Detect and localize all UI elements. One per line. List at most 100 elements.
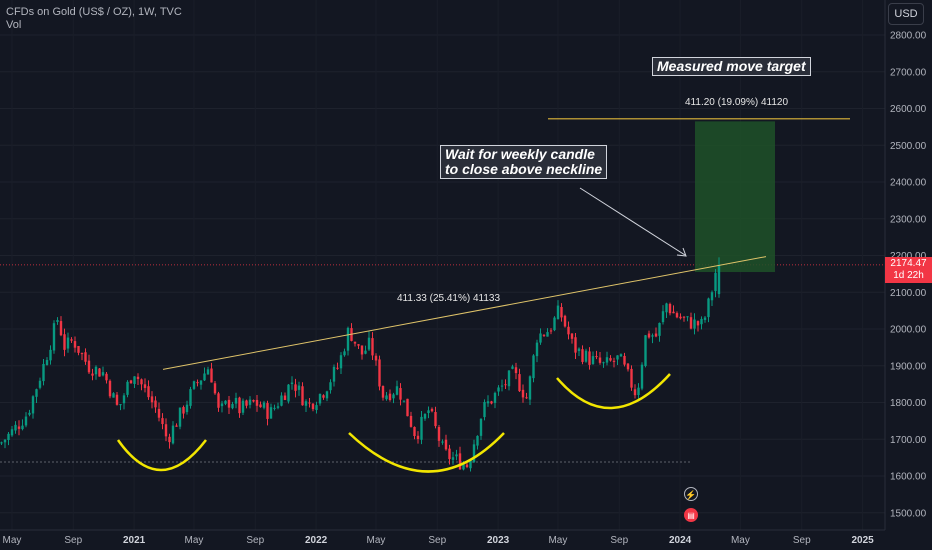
price-tick-label[interactable]: 1900.00 [890,361,927,372]
candle-body [10,429,14,436]
candle-body [619,354,623,357]
neckline-note-line2: to close above neckline [445,161,603,177]
candle-body [483,402,486,418]
time-tick-label[interactable]: 2022 [305,535,328,546]
neckline[interactable] [162,256,767,370]
price-tick-label[interactable]: 2000.00 [890,325,927,336]
candle-body [140,379,143,385]
candle-body [203,373,206,381]
candle-body [189,389,192,406]
symbol-title[interactable]: CFDs on Gold (US$ / OZ), 1W, TVC [6,6,182,18]
candle-body [245,400,248,406]
time-tick-label[interactable]: 2024 [669,535,692,546]
neckline-note[interactable]: Wait for weekly candle to close above ne… [440,145,608,179]
candle-body [462,463,465,470]
candle-body [682,316,686,318]
price-tick-label[interactable]: 2700.00 [890,67,927,78]
time-tick-label[interactable]: May [3,535,22,546]
time-tick-label[interactable]: Sep [64,535,82,546]
candle-body [616,355,619,360]
candle-body [252,400,255,402]
head-arc[interactable] [348,432,505,473]
time-tick-label[interactable]: Sep [246,535,264,546]
support-line [0,264,885,463]
candle-body [112,393,115,398]
left-shoulder-arc[interactable] [116,439,207,472]
volume-label[interactable]: Vol [6,19,22,31]
target-label[interactable]: Measured move target [652,57,811,76]
candle-body [367,337,371,350]
candle-body [360,345,364,355]
drawings[interactable] [116,187,767,473]
candle-body [630,368,633,388]
candle-body [472,444,476,462]
candle-body [206,369,210,375]
candle-body [612,360,616,362]
candle-body [185,404,189,413]
candle-body [717,265,721,295]
currency-button[interactable]: USD [888,3,924,25]
price-tick-label[interactable]: 2200.00 [890,251,927,262]
price-tick-label[interactable]: 1500.00 [890,508,927,519]
candle-body [346,327,350,351]
candle-body [637,387,640,396]
candle-body [259,404,262,408]
price-tick-label[interactable]: 2800.00 [890,31,927,42]
candle-body [434,412,437,427]
time-tick-label[interactable]: Sep [610,535,628,546]
candle-body [448,448,451,460]
flag-icon[interactable]: ▤ [684,508,698,522]
candle-body [364,350,367,354]
price-tick-label[interactable]: 2100.00 [890,288,927,299]
time-tick-label[interactable]: 2023 [487,535,510,546]
candle-body [73,341,77,348]
candle-body [385,395,388,400]
lightning-icon[interactable]: ⚡ [684,487,698,501]
candle-body [157,408,161,418]
candle-body [52,323,56,351]
candle-body [451,457,455,460]
time-axis-bg [0,530,932,550]
time-tick-label[interactable]: May [548,535,567,546]
price-tick-label[interactable]: 2600.00 [890,104,927,115]
candle-body [3,439,7,443]
candle-body [164,424,168,437]
candle-body [640,364,644,389]
right-shoulder-arc[interactable] [556,373,671,410]
candle-body [437,427,441,441]
time-tick-label[interactable]: Sep [793,535,811,546]
price-tick-label[interactable]: 2300.00 [890,214,927,225]
candle-body [497,387,500,392]
candle-body [322,395,325,398]
candle-body [70,339,73,341]
price-tick-label[interactable]: 1800.00 [890,398,927,409]
time-tick-label[interactable]: 2025 [851,535,874,546]
candle-body [371,338,374,356]
time-tick-label[interactable]: May [731,535,750,546]
candle-body [63,334,66,350]
candle-body [644,335,647,366]
price-tick-label[interactable]: 1700.00 [890,435,927,446]
price-tick-label[interactable]: 1600.00 [890,472,927,483]
arrow-head-icon [676,247,687,257]
candle-body [108,380,112,397]
neckline-note-line1: Wait for weekly candle [445,146,595,162]
candle-body [168,436,171,443]
candle-body [465,464,469,467]
candle-body [294,384,297,391]
time-tick-label[interactable]: 2021 [123,535,146,546]
candle-body [178,407,182,427]
candle-body [154,400,157,408]
candle-body [574,337,577,353]
time-axis[interactable]: May Sep 2021 May Sep 2022 May Sep 2023 May Sep 2024… [0,529,932,550]
candle-body [283,395,287,401]
price-tick-label[interactable]: 2500.00 [890,141,927,152]
time-tick-label[interactable]: May [366,535,385,546]
time-tick-label[interactable]: Sep [428,535,446,546]
time-tick-label[interactable]: May [184,535,203,546]
candle-body [343,351,346,356]
candle-body [227,399,231,408]
candle-body [490,401,493,404]
price-tick-label[interactable]: 2400.00 [890,178,927,189]
